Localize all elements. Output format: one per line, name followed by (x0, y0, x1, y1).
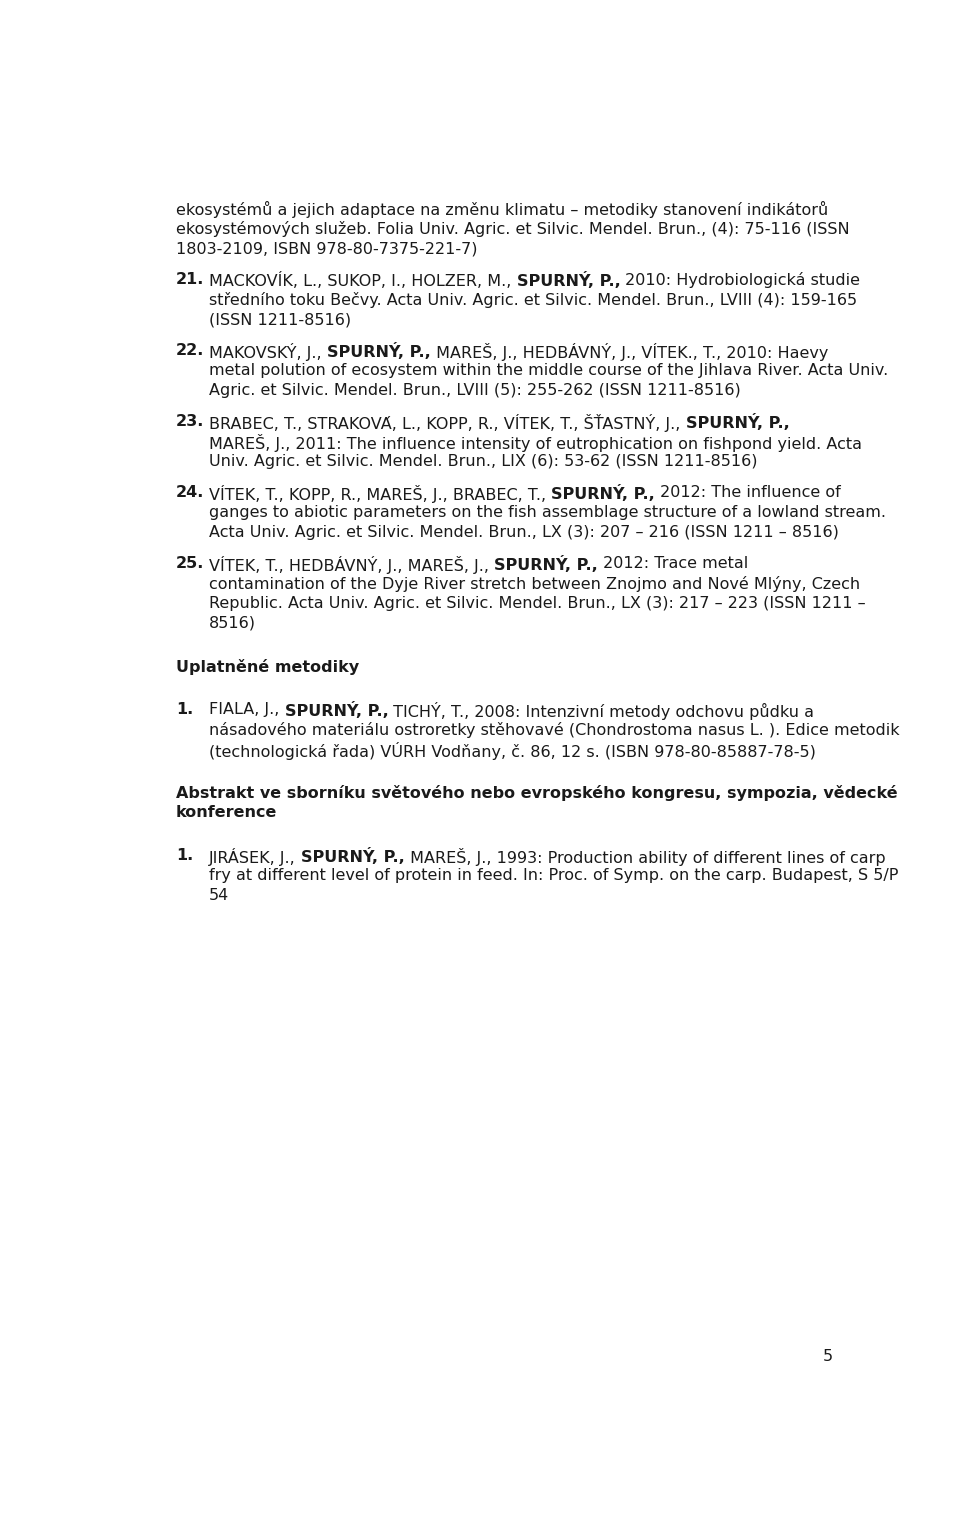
Text: SPURNÝ, P.,: SPURNÝ, P., (551, 484, 655, 501)
Text: 23.: 23. (176, 413, 204, 429)
Text: metal polution of ecosystem within the middle course of the Jihlava River. Acta : metal polution of ecosystem within the m… (209, 363, 888, 378)
Text: SPURNÝ, P.,: SPURNÝ, P., (301, 848, 405, 865)
Text: MAKOVSKÝ, J.,: MAKOVSKÝ, J., (209, 343, 326, 361)
Text: 24.: 24. (176, 484, 204, 500)
Text: ekosystémů a jejich adaptace na změnu klimatu – metodiky stanovení indikátorů: ekosystémů a jejich adaptace na změnu kl… (176, 201, 828, 218)
Text: 5: 5 (823, 1348, 833, 1363)
Text: SPURNÝ, P.,: SPURNÝ, P., (494, 555, 598, 573)
Text: fry at different level of protein in feed. In: Proc. of Symp. on the carp. Budap: fry at different level of protein in fee… (209, 868, 899, 884)
Text: 8516): 8516) (209, 616, 256, 630)
Text: 22.: 22. (176, 343, 204, 358)
Text: 1803-2109, ISBN 978-80-7375-221-7): 1803-2109, ISBN 978-80-7375-221-7) (176, 241, 477, 257)
Text: SPURNÝ, P.,: SPURNÝ, P., (685, 413, 789, 430)
Text: JIRÁSEK, J.,: JIRÁSEK, J., (209, 848, 301, 867)
Text: MAREŠ, J., 1993: Production ability of different lines of carp: MAREŠ, J., 1993: Production ability of d… (405, 848, 885, 867)
Text: TICHÝ, T., 2008: Intenzivní metody odchovu půdku a: TICHÝ, T., 2008: Intenzivní metody odcho… (389, 702, 814, 719)
Text: SPURNÝ, P.,: SPURNÝ, P., (516, 272, 620, 289)
Text: ganges to abiotic parameters on the fish assemblage structure of a lowland strea: ganges to abiotic parameters on the fish… (209, 504, 886, 520)
Text: Uplatněné metodiky: Uplatněné metodiky (176, 659, 359, 675)
Text: (technologická řada) VÚRH Vodňany, č. 86, 12 s. (ISBN 978-80-85887-78-5): (technologická řada) VÚRH Vodňany, č. 86… (209, 742, 816, 759)
Text: FIALA, J.,: FIALA, J., (209, 702, 284, 716)
Text: 2012: Trace metal: 2012: Trace metal (598, 555, 748, 570)
Text: MAREŠ, J., 2011: The influence intensity of eutrophication on fishpond yield. Ac: MAREŠ, J., 2011: The influence intensity… (209, 433, 862, 452)
Text: 21.: 21. (176, 272, 204, 287)
Text: 2010: Hydrobiologická studie: 2010: Hydrobiologická studie (620, 272, 860, 289)
Text: násadového materiálu ostroretky stěhovavé (Chondrostoma nasus L. ). Edice metodi: násadového materiálu ostroretky stěhovav… (209, 722, 900, 738)
Text: 2012: The influence of: 2012: The influence of (655, 484, 841, 500)
Text: SPURNÝ, P.,: SPURNÝ, P., (326, 343, 431, 360)
Text: (ISSN 1211-8516): (ISSN 1211-8516) (209, 312, 351, 327)
Text: MAREŠ, J., HEDBÁVNÝ, J., VÍTEK., T., 2010: Haevy: MAREŠ, J., HEDBÁVNÝ, J., VÍTEK., T., 201… (431, 343, 828, 361)
Text: MACKOVÍK, L., SUKOP, I., HOLZER, M.,: MACKOVÍK, L., SUKOP, I., HOLZER, M., (209, 272, 516, 289)
Text: konference: konference (176, 805, 277, 821)
Text: 25.: 25. (176, 555, 204, 570)
Text: 1.: 1. (176, 848, 193, 864)
Text: BRABEC, T., STRAKOVÁ, L., KOPP, R., VÍTEK, T., ŠŤASTNÝ, J.,: BRABEC, T., STRAKOVÁ, L., KOPP, R., VÍT… (209, 413, 685, 432)
Text: SPURNÝ, P.,: SPURNÝ, P., (284, 702, 389, 719)
Text: 54: 54 (209, 888, 229, 904)
Text: Abstrakt ve sborníku světového nebo evropského kongresu, sympozia, vědecké: Abstrakt ve sborníku světového nebo evro… (176, 785, 898, 801)
Text: VÍTEK, T., KOPP, R., MAREŠ, J., BRABEC, T.,: VÍTEK, T., KOPP, R., MAREŠ, J., BRABEC, … (209, 484, 551, 503)
Text: contamination of the Dyje River stretch between Znojmo and Nové Mlýny, Czech: contamination of the Dyje River stretch … (209, 575, 860, 592)
Text: Republic. Acta Univ. Agric. et Silvic. Mendel. Brun., LX (3): 217 – 223 (ISSN 12: Republic. Acta Univ. Agric. et Silvic. M… (209, 596, 866, 610)
Text: ekosystémových služeb. Folia Univ. Agric. et Silvic. Mendel. Brun., (4): 75-116 : ekosystémových služeb. Folia Univ. Agric… (176, 221, 850, 237)
Text: 1.: 1. (176, 702, 193, 716)
Text: Acta Univ. Agric. et Silvic. Mendel. Brun., LX (3): 207 – 216 (ISSN 1211 – 8516): Acta Univ. Agric. et Silvic. Mendel. Bru… (209, 524, 839, 539)
Text: Univ. Agric. et Silvic. Mendel. Brun., LIX (6): 53-62 (ISSN 1211-8516): Univ. Agric. et Silvic. Mendel. Brun., L… (209, 453, 757, 469)
Text: VÍTEK, T., HEDBÁVNÝ, J., MAREŠ, J.,: VÍTEK, T., HEDBÁVNÝ, J., MAREŠ, J., (209, 555, 494, 573)
Text: Agric. et Silvic. Mendel. Brun., LVIII (5): 255-262 (ISSN 1211-8516): Agric. et Silvic. Mendel. Brun., LVIII (… (209, 383, 741, 398)
Text: středního toku Bečvy. Acta Univ. Agric. et Silvic. Mendel. Brun., LVIII (4): 159: středního toku Bečvy. Acta Univ. Agric. … (209, 292, 857, 309)
